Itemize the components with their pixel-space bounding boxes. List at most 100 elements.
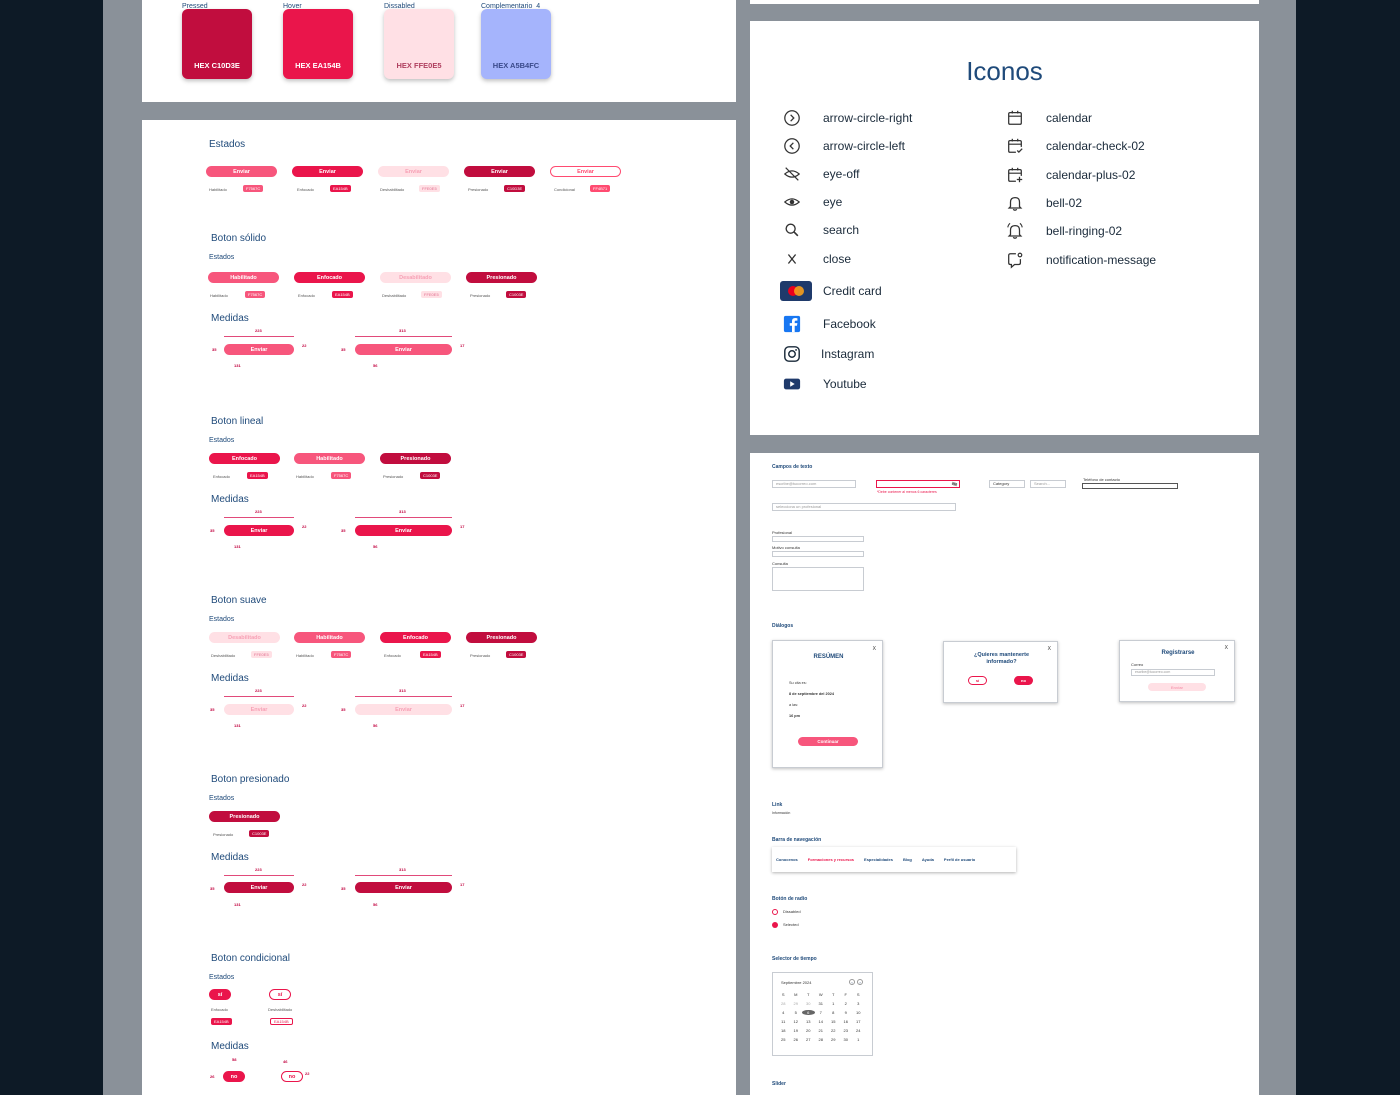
calendar-day[interactable]: 1 (857, 1037, 860, 1042)
calendar-day[interactable]: 29 (793, 1001, 798, 1006)
nav-item-active[interactable]: Formaciones y recursos (807, 857, 855, 862)
enviar-button[interactable]: Enviar (355, 525, 452, 536)
enviar-button[interactable]: Enviar (355, 344, 452, 355)
calendar-day[interactable]: 31 (818, 1001, 823, 1006)
si-button[interactable]: sí (968, 676, 987, 685)
presionado-button[interactable]: Presionado (466, 632, 537, 643)
enviar-button[interactable]: Enviar (206, 166, 277, 177)
consulta-textarea[interactable] (772, 567, 864, 591)
calendar-day[interactable]: 29 (831, 1037, 836, 1042)
icon-row: calendar (1006, 109, 1092, 127)
enfocado-button[interactable]: Enfocado (209, 453, 280, 464)
no-button[interactable]: no (1014, 676, 1033, 685)
radio-disabled[interactable] (772, 909, 778, 915)
enviar-button[interactable]: Enviar (464, 166, 535, 177)
presionado-button[interactable]: Presionado (380, 453, 451, 464)
no-button[interactable]: no (281, 1071, 303, 1082)
enviar-button[interactable]: Enviar (224, 704, 294, 715)
state-label: Presionado (468, 187, 489, 192)
calendar-day[interactable]: 20 (806, 1028, 811, 1033)
professional-select[interactable]: selecciona un profesional (772, 503, 956, 511)
eye-off-icon[interactable] (951, 481, 958, 487)
category-select[interactable]: Category (989, 480, 1025, 488)
enviar-button[interactable]: Enviar (550, 166, 621, 177)
calendar-day[interactable]: 17 (856, 1019, 861, 1024)
calendar-day[interactable]: 30 (843, 1037, 848, 1042)
nav-item[interactable]: Blog (902, 857, 912, 862)
calendar-day[interactable]: 10 (856, 1010, 861, 1015)
motivo-field[interactable] (772, 551, 864, 557)
habilitado-button[interactable]: Habilitado (294, 632, 365, 643)
habilitado-button[interactable]: Habilitado (208, 272, 279, 283)
close-icon[interactable]: X (1047, 646, 1051, 652)
nav-item[interactable]: Conocenos (776, 857, 798, 862)
calendar-day[interactable]: 8 (832, 1010, 835, 1015)
phone-field[interactable] (1082, 483, 1178, 489)
close-icon[interactable]: X (872, 646, 876, 652)
desabilitado-button[interactable]: Desabilitado (380, 272, 451, 283)
calendar-day[interactable]: 30 (806, 1001, 811, 1006)
nav-item[interactable]: Especialidades (864, 857, 893, 862)
calendar-day[interactable]: 4 (782, 1010, 785, 1015)
enviar-button[interactable]: Enviar (224, 525, 294, 536)
enfocado-button[interactable]: Enfocado (380, 632, 451, 643)
si-button[interactable]: sí (269, 989, 291, 1000)
calendar-day[interactable]: 22 (831, 1028, 836, 1033)
si-button[interactable]: sí (209, 989, 231, 1000)
calendar-day[interactable]: 23 (843, 1028, 848, 1033)
profesional-field[interactable] (772, 536, 864, 542)
chevron-left-icon[interactable]: ‹ (849, 979, 855, 985)
calendar-day[interactable]: 5 (794, 1010, 797, 1015)
radio-selected[interactable] (772, 922, 778, 928)
calendar-day[interactable]: 15 (831, 1019, 836, 1024)
continuar-button[interactable]: Continuar (798, 737, 858, 746)
weekday-label: W (818, 992, 823, 997)
calendar-day[interactable]: 12 (793, 1019, 798, 1024)
calendar-day[interactable]: 6 (802, 1010, 815, 1015)
calendar-day[interactable]: 28 (818, 1037, 823, 1042)
calendar-day[interactable]: 3 (857, 1001, 860, 1006)
calendar-day[interactable]: 21 (818, 1028, 823, 1033)
password-field[interactable] (876, 480, 960, 488)
hex-tag: F7567C (243, 185, 264, 192)
calendar-day[interactable]: 7 (819, 1010, 822, 1015)
calendar-day[interactable]: 28 (781, 1001, 786, 1006)
info-link[interactable]: Información (772, 811, 791, 815)
calendar-day[interactable]: 1 (832, 1001, 835, 1006)
enviar-button[interactable]: Enviar (1148, 683, 1206, 691)
enviar-button[interactable]: Enviar (355, 704, 452, 715)
enviar-button[interactable]: Enviar (378, 166, 449, 177)
enfocado-button[interactable]: Enfocado (294, 272, 365, 283)
search-input[interactable]: Search... (1030, 480, 1066, 488)
presionado-button[interactable]: Presionado (209, 811, 280, 822)
nav-item[interactable]: Ayuda (921, 857, 934, 862)
chevron-right-icon[interactable]: › (857, 979, 863, 985)
calendar-day[interactable]: 13 (806, 1019, 811, 1024)
measure-value: 35 (210, 707, 215, 712)
calendar-day[interactable]: 27 (806, 1037, 811, 1042)
nav-item[interactable]: Perfil de usuario (943, 857, 976, 862)
calendar-day[interactable]: 19 (793, 1028, 798, 1033)
measure-value: 223 (255, 867, 262, 872)
hex-tag: FF4B71 (590, 185, 611, 192)
calendar-day[interactable]: 2 (844, 1001, 847, 1006)
no-button[interactable]: no (223, 1071, 245, 1082)
calendar-day[interactable]: 14 (818, 1019, 823, 1024)
email-field[interactable]: escribe@tucorreo.com (772, 480, 856, 488)
enviar-button[interactable]: Enviar (292, 166, 363, 177)
desabilitado-button[interactable]: Desabilitado (209, 632, 280, 643)
email-field[interactable]: escribe@tucorreo.com (1131, 669, 1215, 676)
calendar-day[interactable]: 11 (781, 1019, 786, 1024)
calendar-day[interactable]: 26 (793, 1037, 798, 1042)
presionado-button[interactable]: Presionado (466, 272, 537, 283)
enviar-button[interactable]: Enviar (224, 882, 294, 893)
calendar-day[interactable]: 9 (844, 1010, 847, 1015)
enviar-button[interactable]: Enviar (355, 882, 452, 893)
calendar-day[interactable]: 16 (843, 1019, 848, 1024)
enviar-button[interactable]: Enviar (224, 344, 294, 355)
calendar-day[interactable]: 24 (856, 1028, 861, 1033)
calendar-day[interactable]: 18 (781, 1028, 786, 1033)
calendar-day[interactable]: 25 (781, 1037, 786, 1042)
close-icon[interactable]: X (1224, 645, 1228, 651)
habilitado-button[interactable]: Habilitado (294, 453, 365, 464)
